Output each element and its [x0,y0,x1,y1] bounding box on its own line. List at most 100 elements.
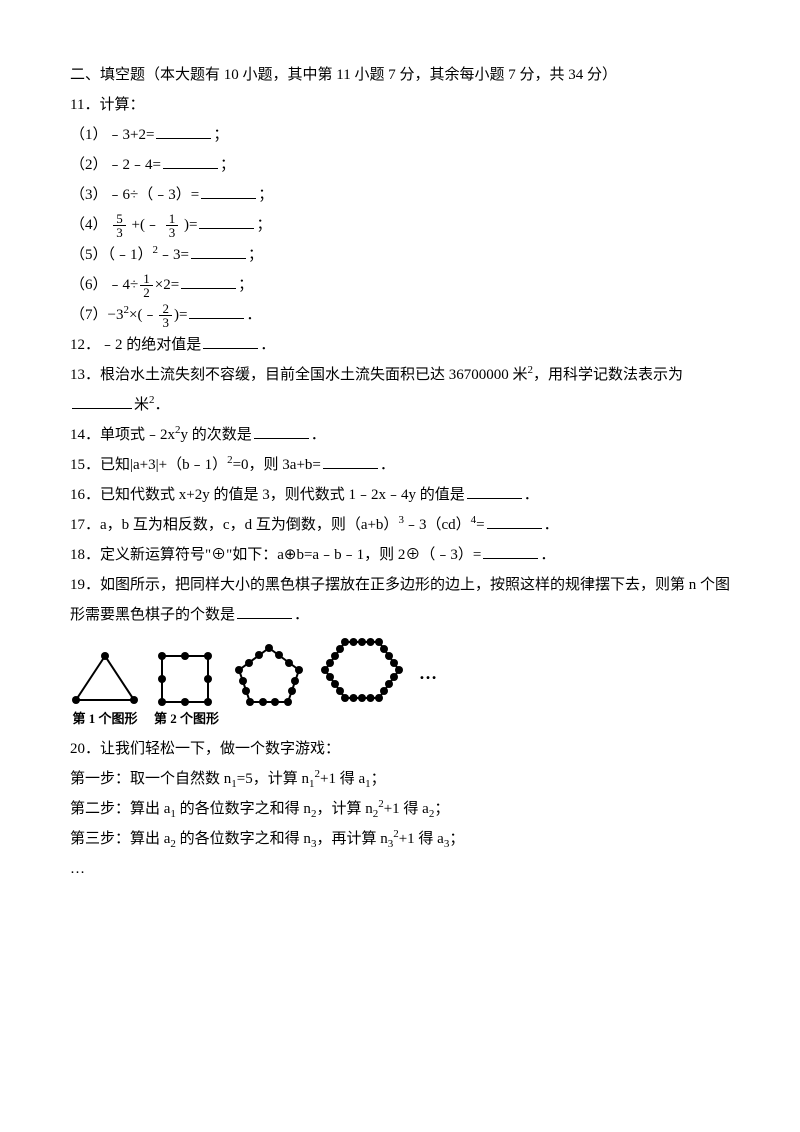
q18-b: ． [540,547,555,563]
blank-16 [467,483,522,499]
q11-6-a: （6）﹣4÷ [70,277,138,293]
q11-3-b: ； [258,187,273,203]
blank-17 [487,513,542,529]
q11-4-b: )= [184,217,197,233]
blank-13 [72,393,132,409]
q11-6: （6）﹣4÷12×2=； [70,270,730,300]
q13-a: 13．根治水土流失刻不容缓，目前全国水土流失面积已达 36700000 米 [70,367,528,383]
q13-b: ，用科学记数法表示为 [533,367,683,383]
q11-5-c: ； [248,247,263,263]
blank-11-3 [201,183,256,199]
q11-7-c: )= [174,307,187,323]
frac-1-2: 12 [140,272,153,299]
blank-11-7 [189,303,244,319]
fig-4 [319,634,405,732]
q11-4-c: ； [256,217,271,233]
blank-11-2 [163,153,218,169]
pentagon-icon [233,642,305,706]
s2d: +1 得 a [384,801,429,817]
frac-5-3: 53 [113,212,126,239]
q16: 16．已知代数式 x+2y 的值是 3，则代数式 1﹣2x﹣4y 的值是 ． [70,480,730,510]
q12-a: 12．﹣2 的绝对值是 [70,337,201,353]
q20-s3: 第三步：算出 a2 的各位数字之和得 n3，再计算 n32+1 得 a3； [70,824,730,854]
q11-7-d: ． [246,307,261,323]
frac-2-3-num: 2 [159,302,172,315]
fig3-cap [233,706,305,732]
frac-1-2-num: 1 [140,272,153,285]
blank-19 [237,603,292,619]
fig1-cap: 第 1 个图形 [70,706,140,732]
q19-b: ． [294,607,309,623]
s1c: +1 得 a [320,771,365,787]
q13-d: ． [155,397,170,413]
square-icon [154,650,216,706]
blank-14 [254,423,309,439]
q11-stem: 11．计算： [70,90,730,120]
q11-6-b: ×2= [155,277,179,293]
q11-5-a: （5）（﹣1） [70,247,153,263]
blank-11-1 [156,123,211,139]
blank-11-5 [191,243,246,259]
q11-2: （2）﹣2﹣4= ； [70,150,730,180]
fig-2: 第 2 个图形 [154,650,219,732]
section-header: 二、填空题（本大题有 10 小题，其中第 11 小题 7 分，其余每小题 7 分… [70,60,730,90]
q20-ell: … [70,854,730,884]
blank-18 [483,543,538,559]
q14-b: y 的次数是 [181,427,252,443]
q14-c: ． [311,427,326,443]
s3d: +1 得 a [399,831,444,847]
q17-c: = [476,517,484,533]
q14-a: 14．单项式﹣2x [70,427,175,443]
s3e: ； [449,831,464,847]
frac-1-3-num: 1 [166,212,179,225]
q17-d: ． [544,517,559,533]
q20-a: 20．让我们轻松一下，做一个数字游戏： [70,734,730,764]
fig-1: 第 1 个图形 [70,650,140,732]
s3b: 的各位数字之和得 n [176,831,311,847]
s2b: 的各位数字之和得 n [176,801,311,817]
q11-7-neg3: −3 [108,307,124,323]
q13-c: 米 [134,397,149,413]
q17: 17．a，b 互为相反数，c，d 互为倒数，则（a+b）3﹣3（cd）4=． [70,510,730,540]
q11-7: （7）−32×(﹣23)=． [70,300,730,330]
figure-ellipsis: … [419,655,437,711]
q11-7-a: （7） [70,307,108,323]
s1d: ； [371,771,386,787]
q16-b: ． [524,487,539,503]
hexagon-icon [319,634,405,706]
s3c: ，再计算 n [316,831,387,847]
figure-row: 第 1 个图形 第 2 个图形 [70,634,730,732]
q11-4-a: （4） [70,217,108,233]
q11-2-a: （2）﹣2﹣4= [70,157,161,173]
q14: 14．单项式﹣2x2y 的次数是． [70,420,730,450]
q11-5: （5）（﹣1）2﹣3=； [70,240,730,270]
blank-11-4 [199,213,254,229]
s3a: 第三步：算出 a [70,831,170,847]
q15-b: =0，则 3a+b= [233,457,321,473]
frac-5-3-den: 3 [113,225,126,239]
q11-1: （1）﹣3+2=； [70,120,730,150]
q18: 18．定义新运算符号"⊕"如下：a⊕b=a﹣b﹣1，则 2⊕（﹣3）= ． [70,540,730,570]
q15: 15．已知|a+3|+（b﹣1）2=0，则 3a+b=． [70,450,730,480]
q13: 13．根治水土流失刻不容缓，目前全国水土流失面积已达 36700000 米2，用… [70,360,730,420]
q11-3-a: （3）﹣6÷（﹣3）= [70,187,199,203]
q16-a: 16．已知代数式 x+2y 的值是 3，则代数式 1﹣2x﹣4y 的值是 [70,487,465,503]
frac-1-3: 13 [166,212,179,239]
s1a: 第一步：取一个自然数 n [70,771,231,787]
q17-b: ﹣3（cd） [404,517,471,533]
s2a: 第二步：算出 a [70,801,170,817]
q19: 19．如图所示，把同样大小的黑色棋子摆放在正多边形的边上，按照这样的规律摆下去，… [70,570,730,630]
q11-7-b: ×(﹣ [129,307,157,323]
q20-s1: 第一步：取一个自然数 n1=5，计算 n12+1 得 a1； [70,764,730,794]
blank-11-6 [181,273,236,289]
q15-a: 15．已知|a+3|+（b﹣1） [70,457,227,473]
q19-a: 19．如图所示，把同样大小的黑色棋子摆放在正多边形的边上，按照这样的规律摆下去，… [70,577,730,623]
q12-b: ． [260,337,275,353]
q18-a: 18．定义新运算符号"⊕"如下：a⊕b=a﹣b﹣1，则 2⊕（﹣3）= [70,547,481,563]
q15-c: ． [380,457,395,473]
fig4-cap [319,706,405,732]
q11-2-b: ； [220,157,235,173]
s2c: ，计算 n [316,801,372,817]
fig2-cap: 第 2 个图形 [154,706,219,732]
q11-3: （3）﹣6÷（﹣3）= ； [70,180,730,210]
